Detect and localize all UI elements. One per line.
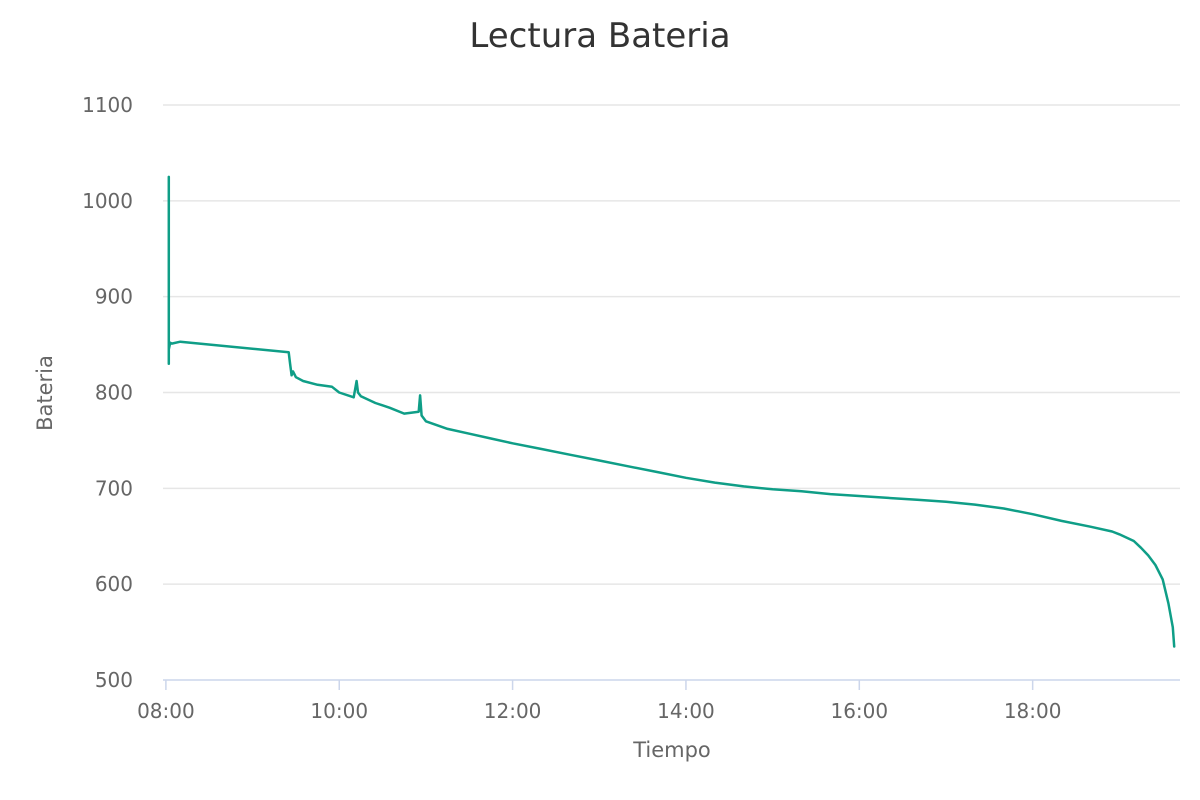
chart-title: Lectura Bateria [469, 16, 730, 56]
y-tick-label: 1100 [82, 93, 133, 117]
x-tick-label: 14:00 [657, 699, 715, 723]
x-tick-label: 10:00 [310, 699, 368, 723]
y-tick-label: 1000 [82, 189, 133, 213]
y-tick-label: 500 [95, 668, 133, 692]
x-tick-label: 08:00 [137, 699, 195, 723]
x-tick-label: 18:00 [1004, 699, 1062, 723]
x-tick-label: 12:00 [484, 699, 542, 723]
gridlines [163, 104, 1180, 585]
y-tick-label: 700 [95, 476, 133, 500]
x-axis-label: Tiempo [632, 738, 711, 762]
y-tick-label: 900 [95, 285, 133, 309]
y-tick-label: 600 [95, 572, 133, 596]
x-tick-label: 16:00 [830, 699, 888, 723]
y-axis-label: Bateria [33, 355, 57, 431]
series-line [167, 175, 1176, 648]
y-axis-ticks: 500 600 700 800 900 1000 1100 [82, 93, 133, 692]
y-tick-label: 800 [95, 381, 133, 405]
series-group [167, 175, 1176, 648]
x-axis-ticks: 08:00 10:00 12:00 14:00 16:00 18:00 [137, 680, 1061, 723]
